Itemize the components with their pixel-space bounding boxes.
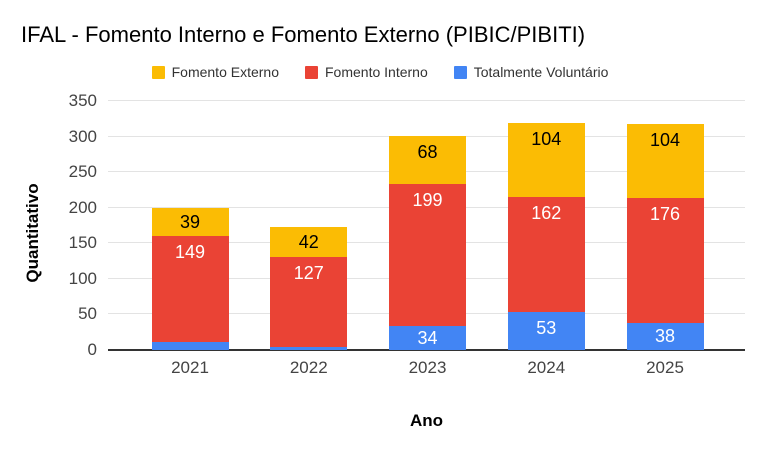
bar-segment-label: 34 xyxy=(417,327,438,348)
y-tick-label: 300 xyxy=(68,126,97,146)
y-tick-label: 350 xyxy=(68,91,97,110)
bar-segment xyxy=(507,312,585,350)
bar-segment-label: 38 xyxy=(654,326,676,347)
y-tick-label: 50 xyxy=(78,304,97,324)
x-axis-title: Ano xyxy=(409,411,444,430)
legend-item: Totalmente Voluntário xyxy=(453,64,609,80)
x-axis-baseline xyxy=(108,349,745,351)
bar-segment-label: 176 xyxy=(649,203,681,224)
bar-segment-label: 104 xyxy=(531,129,562,150)
bar-segment xyxy=(151,236,229,343)
bar-segment xyxy=(389,135,466,185)
y-tick-label: 100 xyxy=(68,268,97,288)
gridline xyxy=(108,100,745,101)
bar-segment xyxy=(507,123,585,198)
bar-segment-label: 149 xyxy=(174,242,206,263)
bar-segment xyxy=(270,256,348,348)
bar-segment xyxy=(270,347,348,350)
bar-segment xyxy=(626,322,704,350)
bar-segment xyxy=(507,197,585,313)
chart-legend: Fomento Externo Fomento Interno Totalmente… xyxy=(0,63,760,81)
bar-segment xyxy=(389,184,466,326)
legend-item: Fomento Interno xyxy=(305,64,428,80)
bar-column: 412742 xyxy=(270,101,348,350)
bar-segment xyxy=(389,325,466,350)
legend-swatch-icon xyxy=(305,65,318,79)
x-tick-label: 2022 xyxy=(289,358,328,377)
x-tick-label: 2021 xyxy=(171,358,209,377)
bar-column: 1114939 xyxy=(151,101,229,350)
y-tick-label: 150 xyxy=(68,233,97,253)
x-tick-label: 2023 xyxy=(408,358,447,377)
bar-column: 53 162 104 xyxy=(507,101,585,350)
bar-segment-label: 42 xyxy=(298,231,319,252)
y-tick-label: 0 xyxy=(87,340,97,359)
bar-segment-label: 68 xyxy=(417,141,438,162)
y-tick-label: 250 xyxy=(68,162,97,182)
legend-label: Totalmente Voluntário xyxy=(473,64,609,80)
chart-title: IFAL - Fomento Interno e Fomento Externo… xyxy=(21,22,586,47)
x-tick-label: 2024 xyxy=(527,358,566,377)
y-axis-ticks: 0 50 100 150 200 250 300 350 xyxy=(0,92,97,359)
plot-area: 1114939 2021 412742 2022 34 199 68 2023 53 162 104… xyxy=(108,100,745,377)
bar-segment xyxy=(270,226,348,257)
bar-segment-label: 39 xyxy=(179,212,201,233)
bar-segment xyxy=(151,208,229,237)
x-tick-label: 2025 xyxy=(646,358,684,377)
bar-segment-label: 162 xyxy=(531,203,562,224)
bar-segment xyxy=(626,123,704,198)
bar-segment-label: 127 xyxy=(293,262,324,283)
bar-segment-label: 53 xyxy=(536,318,557,339)
legend-label: Fomento Externo xyxy=(171,64,279,80)
bar-column: 34 199 68 xyxy=(389,101,466,350)
legend-item: Fomento Externo xyxy=(151,64,279,80)
legend-swatch-icon xyxy=(453,65,467,79)
bar-segment-label: 104 xyxy=(649,129,681,150)
bar-segment xyxy=(151,342,229,350)
legend-swatch-icon xyxy=(151,65,165,79)
legend-label: Fomento Interno xyxy=(325,64,428,80)
bar-segment xyxy=(626,197,704,323)
bar-column: 38 176 104 xyxy=(626,101,704,350)
y-tick-label: 200 xyxy=(68,197,97,217)
bar-segment-label: 199 xyxy=(412,190,443,211)
